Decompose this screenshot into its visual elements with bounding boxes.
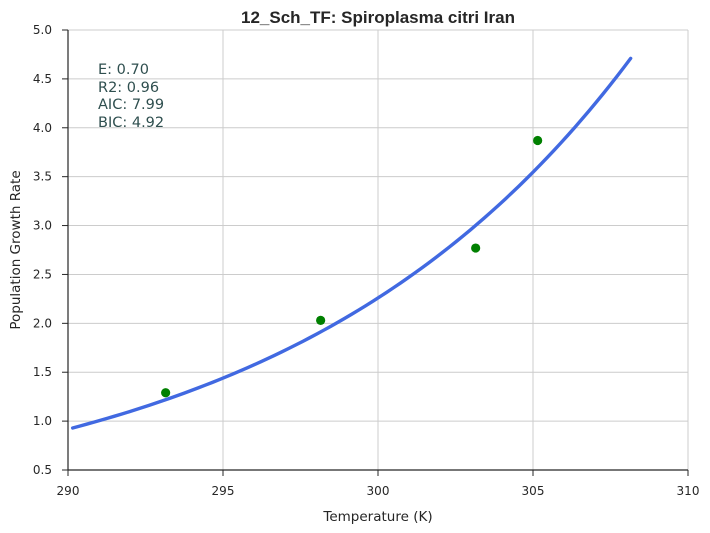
x-axis-label: Temperature (K) xyxy=(322,509,432,525)
stat-aic: AIC: 7.99 xyxy=(98,97,164,113)
x-tick-label: 300 xyxy=(367,484,390,498)
x-tick-label: 295 xyxy=(212,484,235,498)
fit-curve-layer xyxy=(70,56,633,430)
grid xyxy=(67,29,689,471)
y-tick-label: 2.0 xyxy=(33,316,52,330)
stat-e: E: 0.70 xyxy=(98,62,149,78)
y-tick-label: 3.5 xyxy=(33,170,52,184)
tick-labels: 290 295 300 305 310 0.5 1.0 1.5 2.0 2.5 3.0 3.5 4.0 4… xyxy=(33,23,700,498)
data-point xyxy=(471,243,481,253)
x-tick-label: 305 xyxy=(522,484,545,498)
axes xyxy=(62,29,689,476)
chart-title: 12_Sch_TF: Spiroplasma citri Iran xyxy=(241,8,515,27)
y-tick-label: 0.5 xyxy=(33,463,52,477)
y-axis-label: Population Growth Rate xyxy=(8,170,24,329)
y-tick-label: 4.0 xyxy=(33,121,52,135)
y-tick-label: 1.5 xyxy=(33,365,52,379)
x-tick-label: 310 xyxy=(677,484,700,498)
y-tick-label: 5.0 xyxy=(33,23,52,37)
fit-curve-line xyxy=(70,56,633,430)
y-tick-label: 3.0 xyxy=(33,219,52,233)
data-point xyxy=(533,135,543,146)
y-tick-label: 1.0 xyxy=(33,414,52,428)
data-point xyxy=(316,315,326,325)
data-points-layer xyxy=(161,135,543,398)
y-tick-label: 2.5 xyxy=(33,267,52,281)
stat-bic: BIC: 4.92 xyxy=(98,115,164,131)
x-tick-label: 290 xyxy=(57,484,80,498)
fit-statistics: E: 0.70 R2: 0.96 AIC: 7.99 BIC: 4.92 xyxy=(98,62,164,131)
stat-r2: R2: 0.96 xyxy=(98,80,159,96)
data-point xyxy=(161,388,171,398)
y-tick-label: 4.5 xyxy=(33,72,52,86)
